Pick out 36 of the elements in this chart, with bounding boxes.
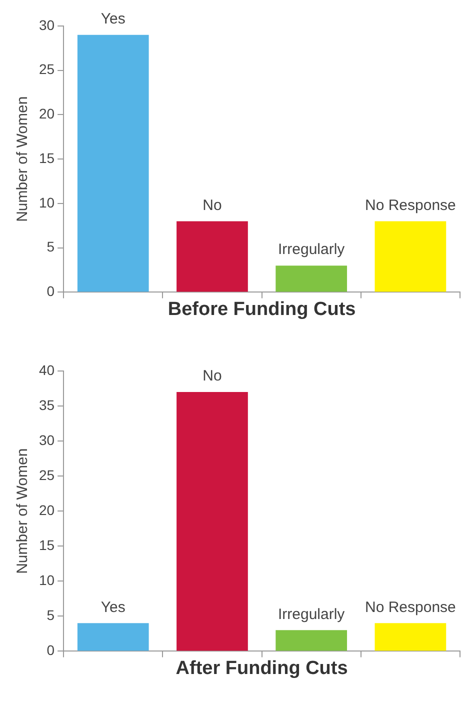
y-tick-label: 40: [38, 362, 55, 378]
x-tick-label: No: [202, 196, 222, 214]
y-tick-label: 15: [38, 150, 55, 166]
x-tick-label: Yes: [100, 598, 126, 616]
y-tick-label: 5: [46, 238, 55, 255]
y-tick-label: 10: [38, 572, 55, 588]
y-tick-label: 25: [38, 466, 55, 483]
bar: [276, 266, 348, 292]
x-tick-label: Yes: [100, 10, 126, 28]
y-tick-label: 30: [38, 432, 55, 448]
bar: [374, 221, 446, 292]
bar: [77, 623, 149, 651]
x-tick-label: No Response: [365, 196, 456, 214]
bar: [77, 34, 149, 292]
y-axis-title: Number of Women: [14, 448, 32, 574]
y-axis-title: Number of Women: [14, 96, 32, 222]
x-axis-title: After Funding Cuts: [176, 658, 348, 679]
y-tick-label: 25: [38, 61, 55, 78]
y-tick-label: 15: [38, 536, 55, 553]
x-axis-title: Before Funding Cuts: [168, 298, 356, 320]
x-tick-label: No: [202, 368, 222, 385]
bar: [176, 392, 248, 651]
y-tick-label: 5: [46, 607, 55, 624]
x-tick-label: Irregularly: [278, 241, 346, 258]
y-tick-label: 30: [38, 16, 55, 33]
bar: [374, 623, 446, 651]
bar: [276, 630, 348, 651]
y-tick-label: 0: [46, 642, 55, 658]
y-tick-label: 0: [46, 283, 55, 300]
x-tick-label: No Response: [365, 598, 456, 616]
y-tick-label: 20: [38, 106, 55, 122]
y-tick-label: 20: [38, 502, 55, 518]
x-tick-label: Irregularly: [278, 606, 346, 623]
bar: [176, 221, 248, 292]
y-tick-label: 35: [38, 396, 55, 413]
y-tick-label: 10: [38, 194, 55, 210]
